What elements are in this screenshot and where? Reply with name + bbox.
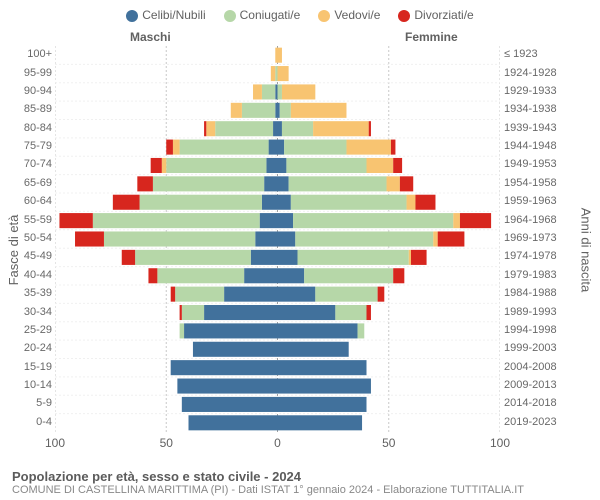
birthyear-label: ≤ 1923 xyxy=(504,48,576,60)
birthyear-label: 1974-1978 xyxy=(504,250,576,262)
age-label: 55-59 xyxy=(4,214,52,226)
chart-footer: Popolazione per età, sesso e stato civil… xyxy=(12,469,524,496)
x-tick: 100 xyxy=(485,436,515,450)
birthyear-label: 1939-1943 xyxy=(504,122,576,134)
birthyear-label: 2014-2018 xyxy=(504,397,576,409)
age-label: 85-89 xyxy=(4,103,52,115)
age-label: 5-9 xyxy=(4,397,52,409)
age-label: 65-69 xyxy=(4,177,52,189)
age-label: 40-44 xyxy=(4,269,52,281)
age-label: 35-39 xyxy=(4,287,52,299)
x-tick: 0 xyxy=(263,436,293,450)
age-label: 100+ xyxy=(4,48,52,60)
birthyear-label: 1934-1938 xyxy=(504,103,576,115)
age-label: 30-34 xyxy=(4,306,52,318)
x-tick: 50 xyxy=(374,436,404,450)
birthyear-label: 1999-2003 xyxy=(504,342,576,354)
legend-item: Coniugati/e xyxy=(224,8,301,22)
age-label: 25-29 xyxy=(4,324,52,336)
legend: Celibi/Nubili Coniugati/e Vedovi/e Divorzia… xyxy=(0,0,600,26)
age-label: 95-99 xyxy=(4,67,52,79)
birthyear-label: 1949-1953 xyxy=(504,158,576,170)
x-tick: 50 xyxy=(151,436,181,450)
birthyear-label: 1929-1933 xyxy=(504,85,576,97)
legend-item: Divorziati/e xyxy=(398,8,473,22)
birthyear-label: 1959-1963 xyxy=(504,195,576,207)
age-label: 70-74 xyxy=(4,158,52,170)
birthyear-label: 1979-1983 xyxy=(504,269,576,281)
age-label: 75-79 xyxy=(4,140,52,152)
birthyear-label: 1969-1973 xyxy=(504,232,576,244)
birthyear-label: 1924-1928 xyxy=(504,67,576,79)
population-pyramid xyxy=(55,46,500,432)
age-label: 0-4 xyxy=(4,416,52,428)
birthyear-label: 2004-2008 xyxy=(504,361,576,373)
chart-title: Popolazione per età, sesso e stato civil… xyxy=(12,469,524,484)
age-label: 50-54 xyxy=(4,232,52,244)
birthyear-label: 1954-1958 xyxy=(504,177,576,189)
x-tick: 100 xyxy=(40,436,70,450)
birthyear-label: 1944-1948 xyxy=(504,140,576,152)
legend-item: Vedovi/e xyxy=(318,8,380,22)
chart-subtitle: COMUNE DI CASTELLINA MARITTIMA (PI) - Da… xyxy=(12,484,524,496)
birthyear-label: 1984-1988 xyxy=(504,287,576,299)
column-label-male: Maschi xyxy=(130,30,171,44)
age-label: 20-24 xyxy=(4,342,52,354)
age-label: 90-94 xyxy=(4,85,52,97)
column-label-female: Femmine xyxy=(405,30,458,44)
birthyear-label: 1994-1998 xyxy=(504,324,576,336)
age-label: 60-64 xyxy=(4,195,52,207)
age-label: 80-84 xyxy=(4,122,52,134)
birthyear-label: 1964-1968 xyxy=(504,214,576,226)
legend-item: Celibi/Nubili xyxy=(126,8,205,22)
age-label: 15-19 xyxy=(4,361,52,373)
age-label: 45-49 xyxy=(4,250,52,262)
age-label: 10-14 xyxy=(4,379,52,391)
birthyear-label: 1989-1993 xyxy=(504,306,576,318)
birthyear-label: 2019-2023 xyxy=(504,416,576,428)
y-axis-right-title: Anni di nascita xyxy=(579,208,594,293)
birthyear-label: 2009-2013 xyxy=(504,379,576,391)
